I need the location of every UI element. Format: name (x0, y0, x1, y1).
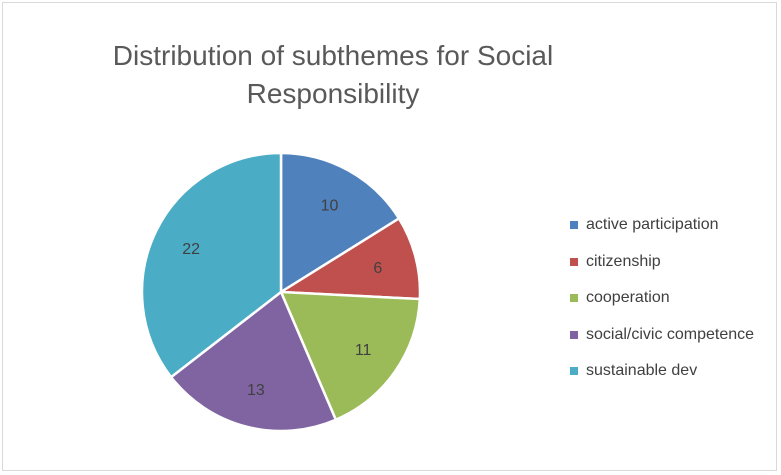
legend-item-active-participation: active participation (570, 207, 754, 244)
legend-label: cooperation (586, 289, 670, 307)
data-label-active-participation: 10 (321, 197, 339, 214)
legend: active participation citizenship cooperati… (570, 207, 754, 390)
legend-item-cooperation: cooperation (570, 280, 754, 317)
legend-label: social/civic competence (586, 326, 754, 344)
legend-label: active participation (586, 216, 719, 234)
data-label-cooperation: 11 (355, 342, 372, 359)
legend-item-sustainable-dev: sustainable dev (570, 353, 754, 390)
legend-label: citizenship (586, 253, 661, 271)
data-label-citizenship: 6 (373, 260, 382, 277)
legend-swatch (570, 367, 578, 375)
data-label-social-civic-competence: 13 (247, 382, 265, 399)
legend-item-citizenship: citizenship (570, 244, 754, 281)
legend-swatch (570, 331, 578, 339)
legend-label: sustainable dev (586, 362, 697, 380)
legend-item-social-civic-competence: social/civic competence (570, 317, 754, 354)
legend-swatch (570, 294, 578, 302)
legend-swatch (570, 221, 578, 229)
chart-frame: Distribution of subthemes for Social Res… (2, 2, 777, 471)
data-label-sustainable-dev: 22 (182, 241, 200, 258)
legend-swatch (570, 258, 578, 266)
